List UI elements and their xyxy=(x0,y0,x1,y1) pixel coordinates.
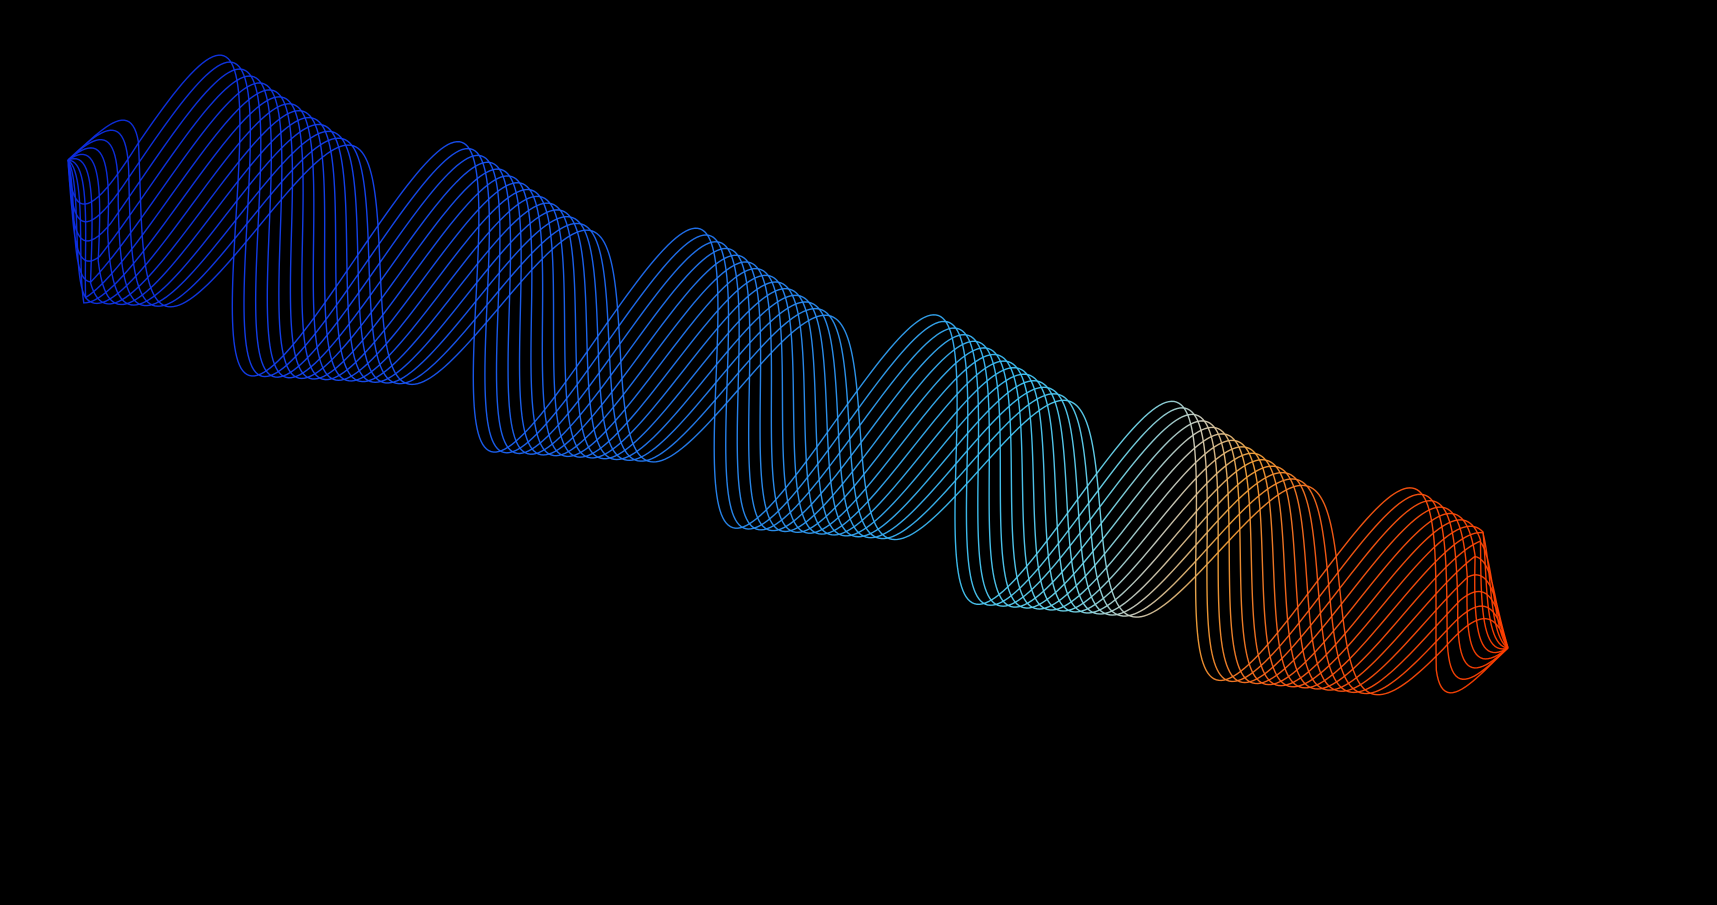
wave-strand-group xyxy=(68,55,1508,695)
wave-visualization-canvas xyxy=(0,0,1717,905)
wave-strand-line-6 xyxy=(68,104,1508,688)
wave-strand-line-10 xyxy=(68,76,1508,684)
wave-strand-line-12 xyxy=(68,62,1508,681)
wave-strand-line-2 xyxy=(68,131,1508,692)
wave-strand-line-11 xyxy=(68,69,1508,682)
wave-strand-line-4 xyxy=(68,118,1508,690)
wave-strand-line-13 xyxy=(68,55,1508,693)
wave-strands-svg xyxy=(0,0,1717,905)
wave-strand-line-0 xyxy=(68,120,1508,694)
wave-strand-line-3 xyxy=(68,124,1508,691)
wave-strand-line-9 xyxy=(68,83,1508,685)
wave-strand-line-7 xyxy=(68,97,1508,687)
wave-strand-line-1 xyxy=(68,130,1508,693)
